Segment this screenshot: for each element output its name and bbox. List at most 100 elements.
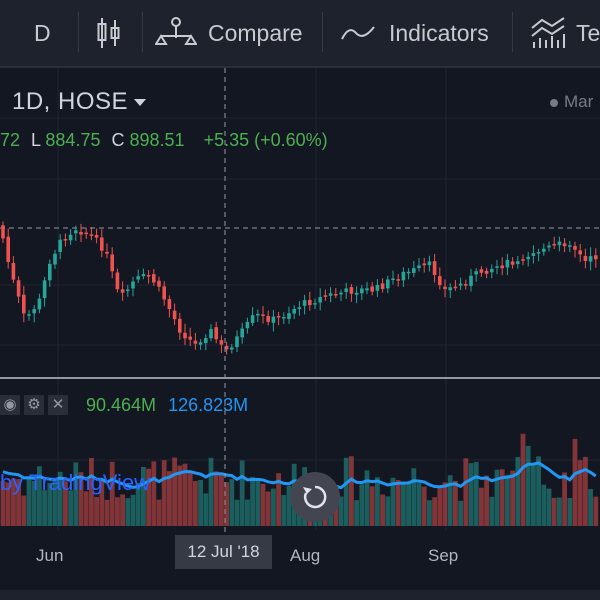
volume-bar — [213, 471, 219, 526]
candle-body — [287, 313, 291, 319]
volume-bar — [349, 456, 354, 526]
volume-bar — [593, 496, 599, 526]
candle-body — [490, 268, 494, 273]
candle-body — [365, 288, 369, 291]
volume-bar — [198, 479, 203, 526]
candle-body — [68, 234, 73, 241]
volume-bar — [271, 488, 276, 526]
candle-body — [469, 275, 473, 286]
volume-bar — [156, 499, 162, 526]
candle-body — [568, 245, 572, 247]
candle-body — [22, 294, 26, 314]
candle-body — [479, 269, 484, 273]
candle-body — [328, 293, 333, 296]
volume-bar — [26, 476, 32, 526]
candle-body — [198, 342, 203, 345]
candle-body — [63, 239, 68, 241]
volume-bar — [281, 495, 287, 526]
candle-body — [370, 286, 374, 292]
volume-bar — [115, 497, 120, 526]
symbol-legend[interactable]: 1D, HOSE — [12, 88, 147, 116]
reset-chart-button[interactable] — [290, 472, 340, 522]
volume-bar — [588, 489, 593, 526]
volume-bar — [219, 474, 224, 526]
volume-bar — [16, 479, 21, 526]
settings-icon[interactable]: ⚙ — [24, 395, 44, 415]
candle-body — [261, 314, 265, 316]
volume-bar — [484, 475, 489, 526]
volume-value: 90.464M — [86, 394, 157, 415]
interval-button[interactable]: D — [34, 0, 51, 66]
volume-bar — [531, 463, 536, 526]
volume-bar — [473, 461, 479, 526]
volume-bar — [37, 466, 42, 526]
candle-body — [27, 314, 31, 316]
candle-body — [308, 299, 312, 306]
candle-body — [152, 274, 156, 283]
candle-body — [172, 310, 177, 320]
candle-body — [276, 315, 281, 318]
volume-bar — [453, 480, 458, 526]
candle-body — [323, 295, 328, 297]
templates-icon — [531, 17, 565, 48]
candle-body — [547, 245, 551, 248]
volume-bar — [406, 482, 411, 526]
volume-bar — [427, 500, 432, 526]
candle-body — [401, 271, 406, 281]
close-icon[interactable]: ✕ — [48, 395, 68, 415]
volume-bar — [364, 470, 370, 526]
volume-bar — [369, 486, 375, 526]
volume-bar — [31, 480, 37, 526]
volume-bar — [203, 493, 209, 526]
volume-bar — [193, 481, 198, 526]
candles-icon — [97, 18, 120, 48]
candle-body — [443, 286, 447, 290]
candle-body — [11, 263, 16, 280]
volume-bar — [182, 463, 188, 526]
candle-body — [110, 254, 114, 272]
time-tick: Sep — [428, 546, 459, 565]
candle-body — [131, 281, 135, 289]
candle-body — [521, 259, 525, 261]
symbol-label: 1D, HOSE — [12, 88, 129, 115]
candle-body — [422, 263, 426, 266]
candle-body — [74, 230, 78, 234]
candle-body — [162, 286, 166, 300]
close-value: 898.51 — [129, 130, 185, 150]
candle-body — [157, 280, 161, 287]
candle-body — [250, 315, 255, 323]
compare-button[interactable]: Compare — [155, 0, 303, 66]
low-value: 884.75 — [45, 130, 101, 150]
candle-body — [396, 279, 400, 281]
candle-body — [583, 255, 588, 261]
candle-body — [380, 283, 385, 289]
volume-bar — [135, 482, 141, 526]
change-value: +5.35 (+0.60%) — [203, 130, 328, 150]
volume-bar — [572, 438, 578, 526]
volume-bar — [260, 483, 266, 526]
volume-ma-value: 126.823M — [168, 394, 249, 415]
candle-body — [209, 329, 213, 339]
eye-icon[interactable]: ◉ — [0, 395, 20, 415]
candle-body — [141, 274, 146, 277]
tradingview-watermark[interactable]: by TradingView — [0, 470, 151, 495]
candle-body — [193, 340, 198, 344]
templates-button[interactable]: Te — [530, 0, 600, 66]
reset-icon — [303, 485, 327, 509]
volume-bar — [89, 457, 94, 526]
chart-type-button[interactable] — [97, 0, 121, 66]
volume-bar — [380, 494, 385, 526]
volume-bar — [359, 484, 365, 526]
volume-bar — [21, 495, 27, 526]
candle-body — [37, 298, 42, 310]
volume-bar — [125, 498, 131, 526]
candles — [1, 221, 598, 355]
volume-bar — [395, 480, 401, 526]
volume-bar — [442, 482, 448, 526]
candle-body — [94, 234, 99, 238]
indicators-button[interactable]: Indicators — [340, 0, 489, 66]
status-dot-icon — [550, 98, 558, 107]
volume-bar — [229, 479, 235, 526]
volume-bar — [463, 458, 469, 526]
volume-bar — [577, 460, 583, 526]
